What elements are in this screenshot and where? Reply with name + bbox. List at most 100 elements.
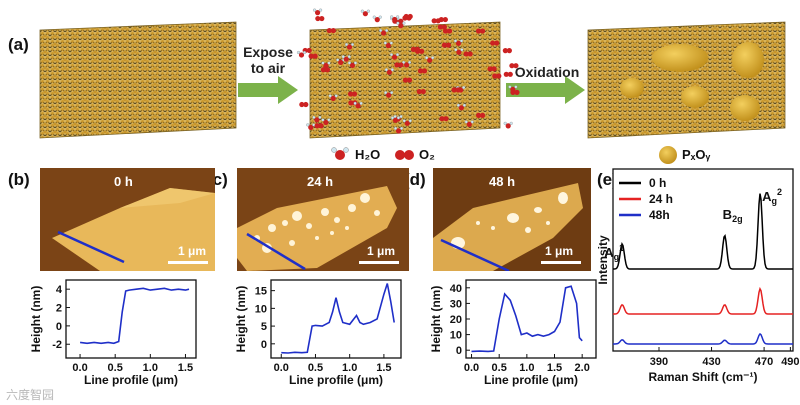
legend-label: 24 h xyxy=(649,192,673,206)
x-tick-label: 0.5 xyxy=(308,362,323,374)
h2o-legend-icon xyxy=(331,147,349,160)
o2-molecule xyxy=(402,15,408,21)
o2-molecule xyxy=(441,42,448,48)
h2o-molecule xyxy=(402,60,406,64)
raman-series-line xyxy=(613,332,793,345)
h2o-molecule xyxy=(381,30,387,36)
o2-molecule xyxy=(348,100,354,106)
h2o-molecule xyxy=(349,62,356,69)
x-tick-label: 0.0 xyxy=(72,362,87,374)
o2-molecule xyxy=(431,18,437,24)
h2o-molecule xyxy=(306,123,310,127)
h2o-molecule xyxy=(372,15,376,19)
x-tick-label: 470 xyxy=(755,356,773,368)
h2o-molecule xyxy=(389,41,393,45)
o2-molecule xyxy=(437,24,443,30)
o2-molecule xyxy=(514,89,520,95)
y-axis-title: Height (nm) xyxy=(429,286,443,353)
o2-molecule xyxy=(299,101,305,108)
o2-molecule xyxy=(445,42,452,48)
h2o-molecule xyxy=(312,115,316,119)
legend-h2o-label: H₂O xyxy=(355,147,381,162)
h2o-molecule xyxy=(385,42,391,49)
o2-molecule xyxy=(503,71,509,77)
x-tick-label: 1.5 xyxy=(547,362,562,374)
h2o-molecule xyxy=(392,16,398,23)
o2-molecule xyxy=(306,47,312,54)
h2o-molecule xyxy=(462,103,466,107)
arrow-expose xyxy=(238,76,298,104)
o2-molecule xyxy=(475,28,482,34)
pxoy-legend-icon xyxy=(659,146,677,164)
afm-image-24h: 24 h 1 μm xyxy=(237,168,409,271)
oxide-blob xyxy=(620,78,644,98)
h2o-molecule xyxy=(402,21,406,25)
h2o-molecule xyxy=(350,42,355,47)
x-tick-label: 1.0 xyxy=(342,362,357,374)
x-axis-title: Line profile (μm) xyxy=(84,373,178,387)
x-tick-label: 430 xyxy=(702,356,720,368)
h2o-molecule xyxy=(360,9,364,13)
y-tick-label: 15 xyxy=(255,286,267,298)
o2-molecule xyxy=(494,40,500,46)
o2-molecule xyxy=(446,28,453,34)
o2-molecule xyxy=(303,101,309,108)
h2o-molecule xyxy=(396,116,401,120)
raman-series-line xyxy=(613,286,793,315)
h2o-molecule xyxy=(318,115,322,119)
o2-legend-icon xyxy=(395,150,414,160)
afm-time-label: 0 h xyxy=(114,174,133,189)
panel-label-b: (b) xyxy=(8,170,30,189)
y-axis-title: Height (nm) xyxy=(234,286,248,353)
h2o-molecule xyxy=(396,15,400,19)
o2-molecule xyxy=(351,91,358,97)
o2-molecule xyxy=(330,27,336,34)
h2o-molecule xyxy=(327,61,331,65)
plot-frame xyxy=(270,279,402,359)
h2o-molecule xyxy=(386,92,392,98)
o2-molecule xyxy=(467,51,473,57)
h2o-molecule xyxy=(389,53,394,57)
o2-molecule xyxy=(480,112,486,119)
plot-frame xyxy=(65,279,197,359)
profile-line xyxy=(471,285,583,353)
h2o-molecule xyxy=(344,42,349,47)
h2o-molecule xyxy=(355,103,361,109)
h2o-molecule xyxy=(359,101,363,105)
x-axis-title: Line profile (μm) xyxy=(289,373,383,387)
peak-label: Ag1 xyxy=(604,243,624,262)
h2o-molecule xyxy=(379,28,383,33)
y-tick-label: 0 xyxy=(261,339,267,351)
h2o-molecule xyxy=(302,50,307,55)
h2o-molecule xyxy=(455,40,462,46)
o2-molecule xyxy=(319,15,325,22)
h2o-molecule xyxy=(338,59,344,66)
y-axis-title: Intensity xyxy=(596,235,610,285)
h2o-molecule xyxy=(393,114,397,119)
o2-molecule xyxy=(308,53,314,59)
h2o-molecule xyxy=(431,56,435,60)
h2o-molecule xyxy=(395,128,402,134)
o2-molecule xyxy=(417,68,424,74)
h2o-molecule xyxy=(400,126,404,130)
y-tick-label: 5 xyxy=(261,321,267,333)
h2o-molecule xyxy=(362,11,368,17)
h2o-molecule xyxy=(391,54,398,60)
h2o-molecule xyxy=(403,62,410,68)
h2o-molecule xyxy=(470,120,474,124)
h2o-molecule xyxy=(425,56,429,60)
o2-molecule xyxy=(406,15,412,21)
h2o-molecule xyxy=(366,9,370,13)
h2o-molecule xyxy=(386,69,392,75)
h2o-molecule xyxy=(385,28,389,33)
h2o-molecule xyxy=(398,23,404,29)
o2-molecule xyxy=(476,112,482,119)
o2-molecule xyxy=(398,18,404,24)
o2-molecule xyxy=(442,16,448,23)
y-tick-label: 2 xyxy=(56,303,62,315)
y-tick-label: 4 xyxy=(56,284,63,296)
panel-label-d: (d) xyxy=(404,170,426,189)
profile-line xyxy=(79,287,190,345)
